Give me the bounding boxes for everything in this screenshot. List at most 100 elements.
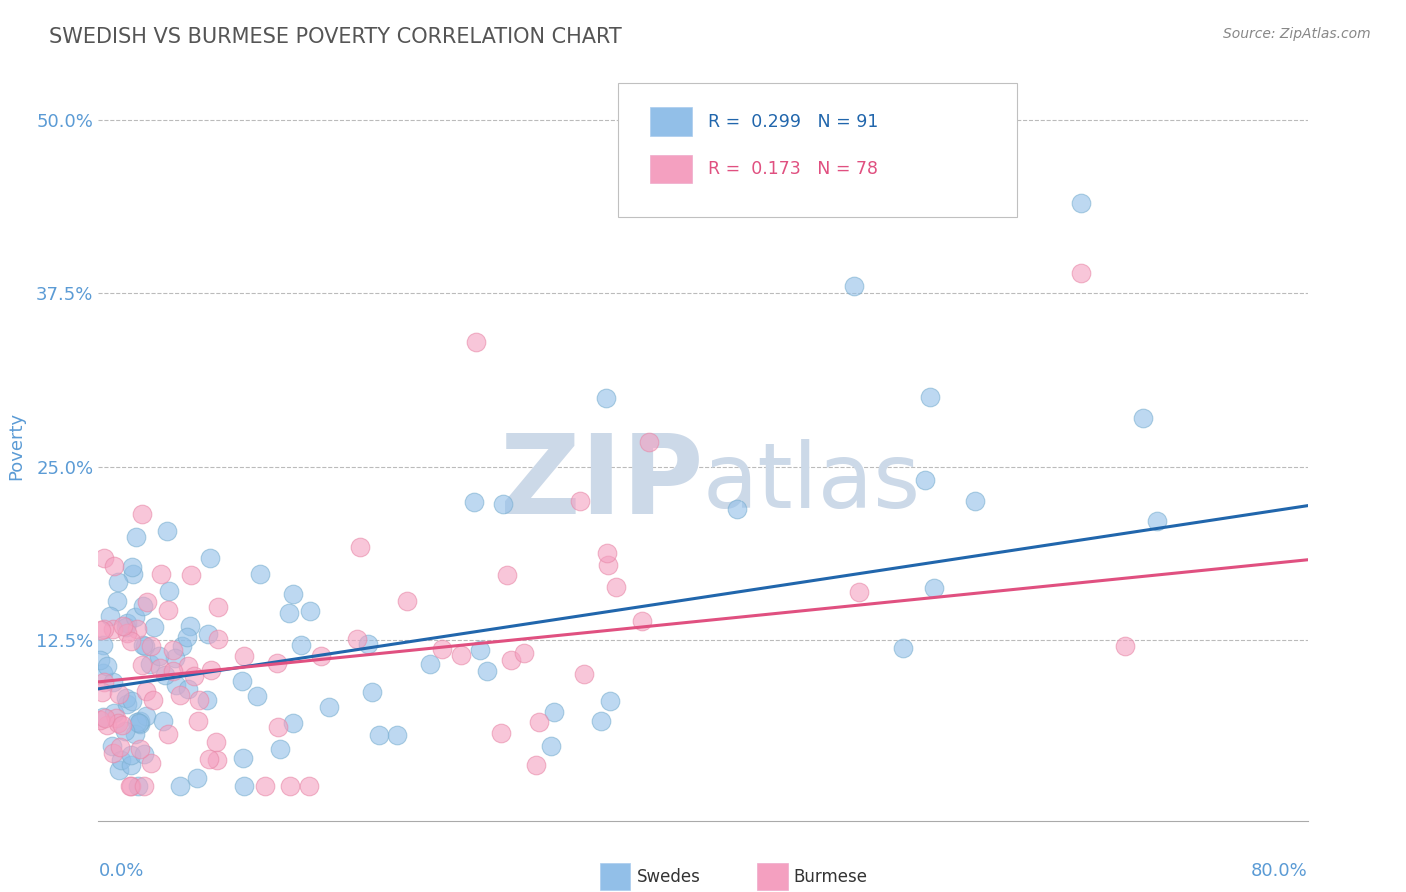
Text: Burmese: Burmese bbox=[794, 868, 868, 886]
Point bbox=[132, 599, 155, 613]
Point bbox=[1070, 196, 1092, 211]
Point bbox=[207, 600, 229, 615]
Point bbox=[91, 709, 114, 723]
Point bbox=[111, 718, 134, 732]
Point bbox=[105, 594, 128, 608]
Point bbox=[155, 668, 177, 682]
Point bbox=[207, 632, 229, 646]
Point bbox=[638, 434, 661, 449]
Point bbox=[91, 665, 114, 680]
Point bbox=[463, 495, 485, 509]
Point bbox=[891, 640, 914, 655]
Point bbox=[491, 725, 513, 739]
Point bbox=[187, 714, 209, 729]
Point bbox=[90, 685, 112, 699]
Point bbox=[120, 757, 142, 772]
Point bbox=[176, 630, 198, 644]
Point bbox=[157, 603, 180, 617]
Point bbox=[115, 690, 138, 705]
Point bbox=[432, 641, 454, 656]
Point bbox=[122, 566, 145, 581]
Point bbox=[142, 693, 165, 707]
Point bbox=[139, 657, 162, 671]
Point bbox=[150, 567, 173, 582]
Point bbox=[131, 507, 153, 521]
Point bbox=[120, 779, 142, 793]
Point bbox=[134, 779, 156, 793]
Point bbox=[96, 659, 118, 673]
Point bbox=[177, 658, 200, 673]
Point bbox=[450, 648, 472, 662]
Point bbox=[918, 391, 941, 405]
Y-axis label: Poverty: Poverty bbox=[7, 412, 25, 480]
FancyBboxPatch shape bbox=[600, 863, 630, 890]
Point bbox=[93, 622, 115, 636]
Point bbox=[172, 639, 194, 653]
Point bbox=[169, 779, 191, 793]
Point bbox=[117, 616, 139, 631]
Point bbox=[197, 627, 219, 641]
Point bbox=[118, 779, 141, 793]
Point bbox=[470, 643, 492, 657]
Point bbox=[540, 739, 562, 753]
Point bbox=[266, 656, 288, 670]
Point bbox=[527, 715, 550, 730]
Point bbox=[311, 649, 333, 664]
Point bbox=[111, 618, 134, 632]
Point bbox=[465, 334, 488, 349]
Point bbox=[129, 714, 152, 728]
Point bbox=[169, 688, 191, 702]
Point bbox=[572, 666, 595, 681]
Point bbox=[125, 622, 148, 636]
Point bbox=[108, 763, 131, 777]
Point bbox=[159, 583, 181, 598]
Point bbox=[349, 540, 371, 554]
Point bbox=[231, 674, 253, 689]
Point bbox=[134, 747, 156, 762]
Point bbox=[142, 619, 165, 633]
Point bbox=[89, 653, 111, 667]
Point bbox=[395, 594, 418, 608]
Text: SWEDISH VS BURMESE POVERTY CORRELATION CHART: SWEDISH VS BURMESE POVERTY CORRELATION C… bbox=[49, 27, 621, 46]
Point bbox=[180, 568, 202, 582]
Point bbox=[162, 643, 184, 657]
Point bbox=[198, 551, 221, 566]
Point bbox=[120, 747, 142, 762]
Point bbox=[475, 665, 498, 679]
Point bbox=[631, 614, 654, 628]
Text: ZIP: ZIP bbox=[499, 430, 703, 537]
Text: Swedes: Swedes bbox=[637, 868, 700, 886]
Text: 80.0%: 80.0% bbox=[1251, 862, 1308, 880]
Point bbox=[107, 575, 129, 590]
Point bbox=[232, 648, 254, 663]
Point bbox=[198, 752, 221, 766]
Point bbox=[290, 638, 312, 652]
Point bbox=[110, 753, 132, 767]
Point bbox=[177, 682, 200, 697]
Point bbox=[246, 689, 269, 703]
Point bbox=[108, 739, 131, 754]
Point bbox=[135, 595, 157, 609]
Point bbox=[100, 609, 122, 624]
Point bbox=[94, 711, 117, 725]
Point bbox=[599, 693, 621, 707]
Point bbox=[115, 619, 138, 633]
Point bbox=[281, 716, 304, 731]
FancyBboxPatch shape bbox=[650, 107, 692, 136]
Point bbox=[93, 551, 115, 566]
Point bbox=[124, 609, 146, 624]
Point bbox=[1070, 266, 1092, 280]
Point bbox=[93, 675, 115, 690]
Point bbox=[232, 750, 254, 764]
Point bbox=[848, 585, 870, 599]
Point bbox=[108, 687, 131, 701]
Point bbox=[103, 746, 125, 760]
Point bbox=[135, 684, 157, 698]
Point bbox=[129, 716, 152, 731]
Point bbox=[1146, 514, 1168, 528]
Point bbox=[491, 497, 513, 511]
Point bbox=[195, 692, 218, 706]
Point bbox=[165, 650, 187, 665]
Text: Source: ZipAtlas.com: Source: ZipAtlas.com bbox=[1223, 27, 1371, 41]
Point bbox=[267, 719, 290, 733]
